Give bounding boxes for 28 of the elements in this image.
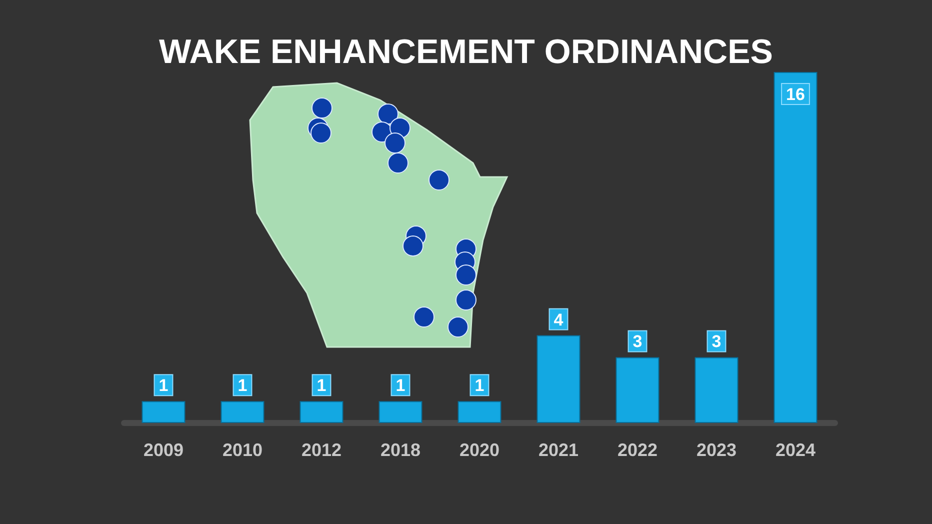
bar <box>616 357 660 423</box>
bar <box>142 401 186 423</box>
x-tick-label: 2012 <box>301 440 342 460</box>
x-tick-label: 2020 <box>459 440 500 460</box>
x-tick-label: 2009 <box>143 440 184 460</box>
data-label: 3 <box>632 332 642 352</box>
x-tick-label: 2021 <box>538 440 579 460</box>
bar <box>458 401 502 423</box>
x-tick-label: 2024 <box>775 440 816 460</box>
bar <box>774 72 818 423</box>
x-tick-label: 2018 <box>380 440 421 460</box>
bar <box>694 357 738 423</box>
chart-title: WAKE ENHANCEMENT ORDINANCES <box>159 33 773 71</box>
data-label: 1 <box>316 376 326 396</box>
data-label: 1 <box>396 376 406 396</box>
x-tick-label: 2010 <box>222 440 263 460</box>
x-tick-label: 2022 <box>617 440 658 460</box>
data-label: 1 <box>238 376 248 396</box>
x-tick-label: 2023 <box>696 440 737 460</box>
bar <box>536 335 580 423</box>
data-label: 1 <box>158 376 168 396</box>
data-label: 1 <box>474 376 484 396</box>
data-label: 16 <box>786 85 805 104</box>
bar <box>300 401 344 423</box>
bar <box>378 401 422 423</box>
data-label: 4 <box>554 310 564 330</box>
bar <box>220 401 264 423</box>
data-label: 3 <box>712 332 722 352</box>
